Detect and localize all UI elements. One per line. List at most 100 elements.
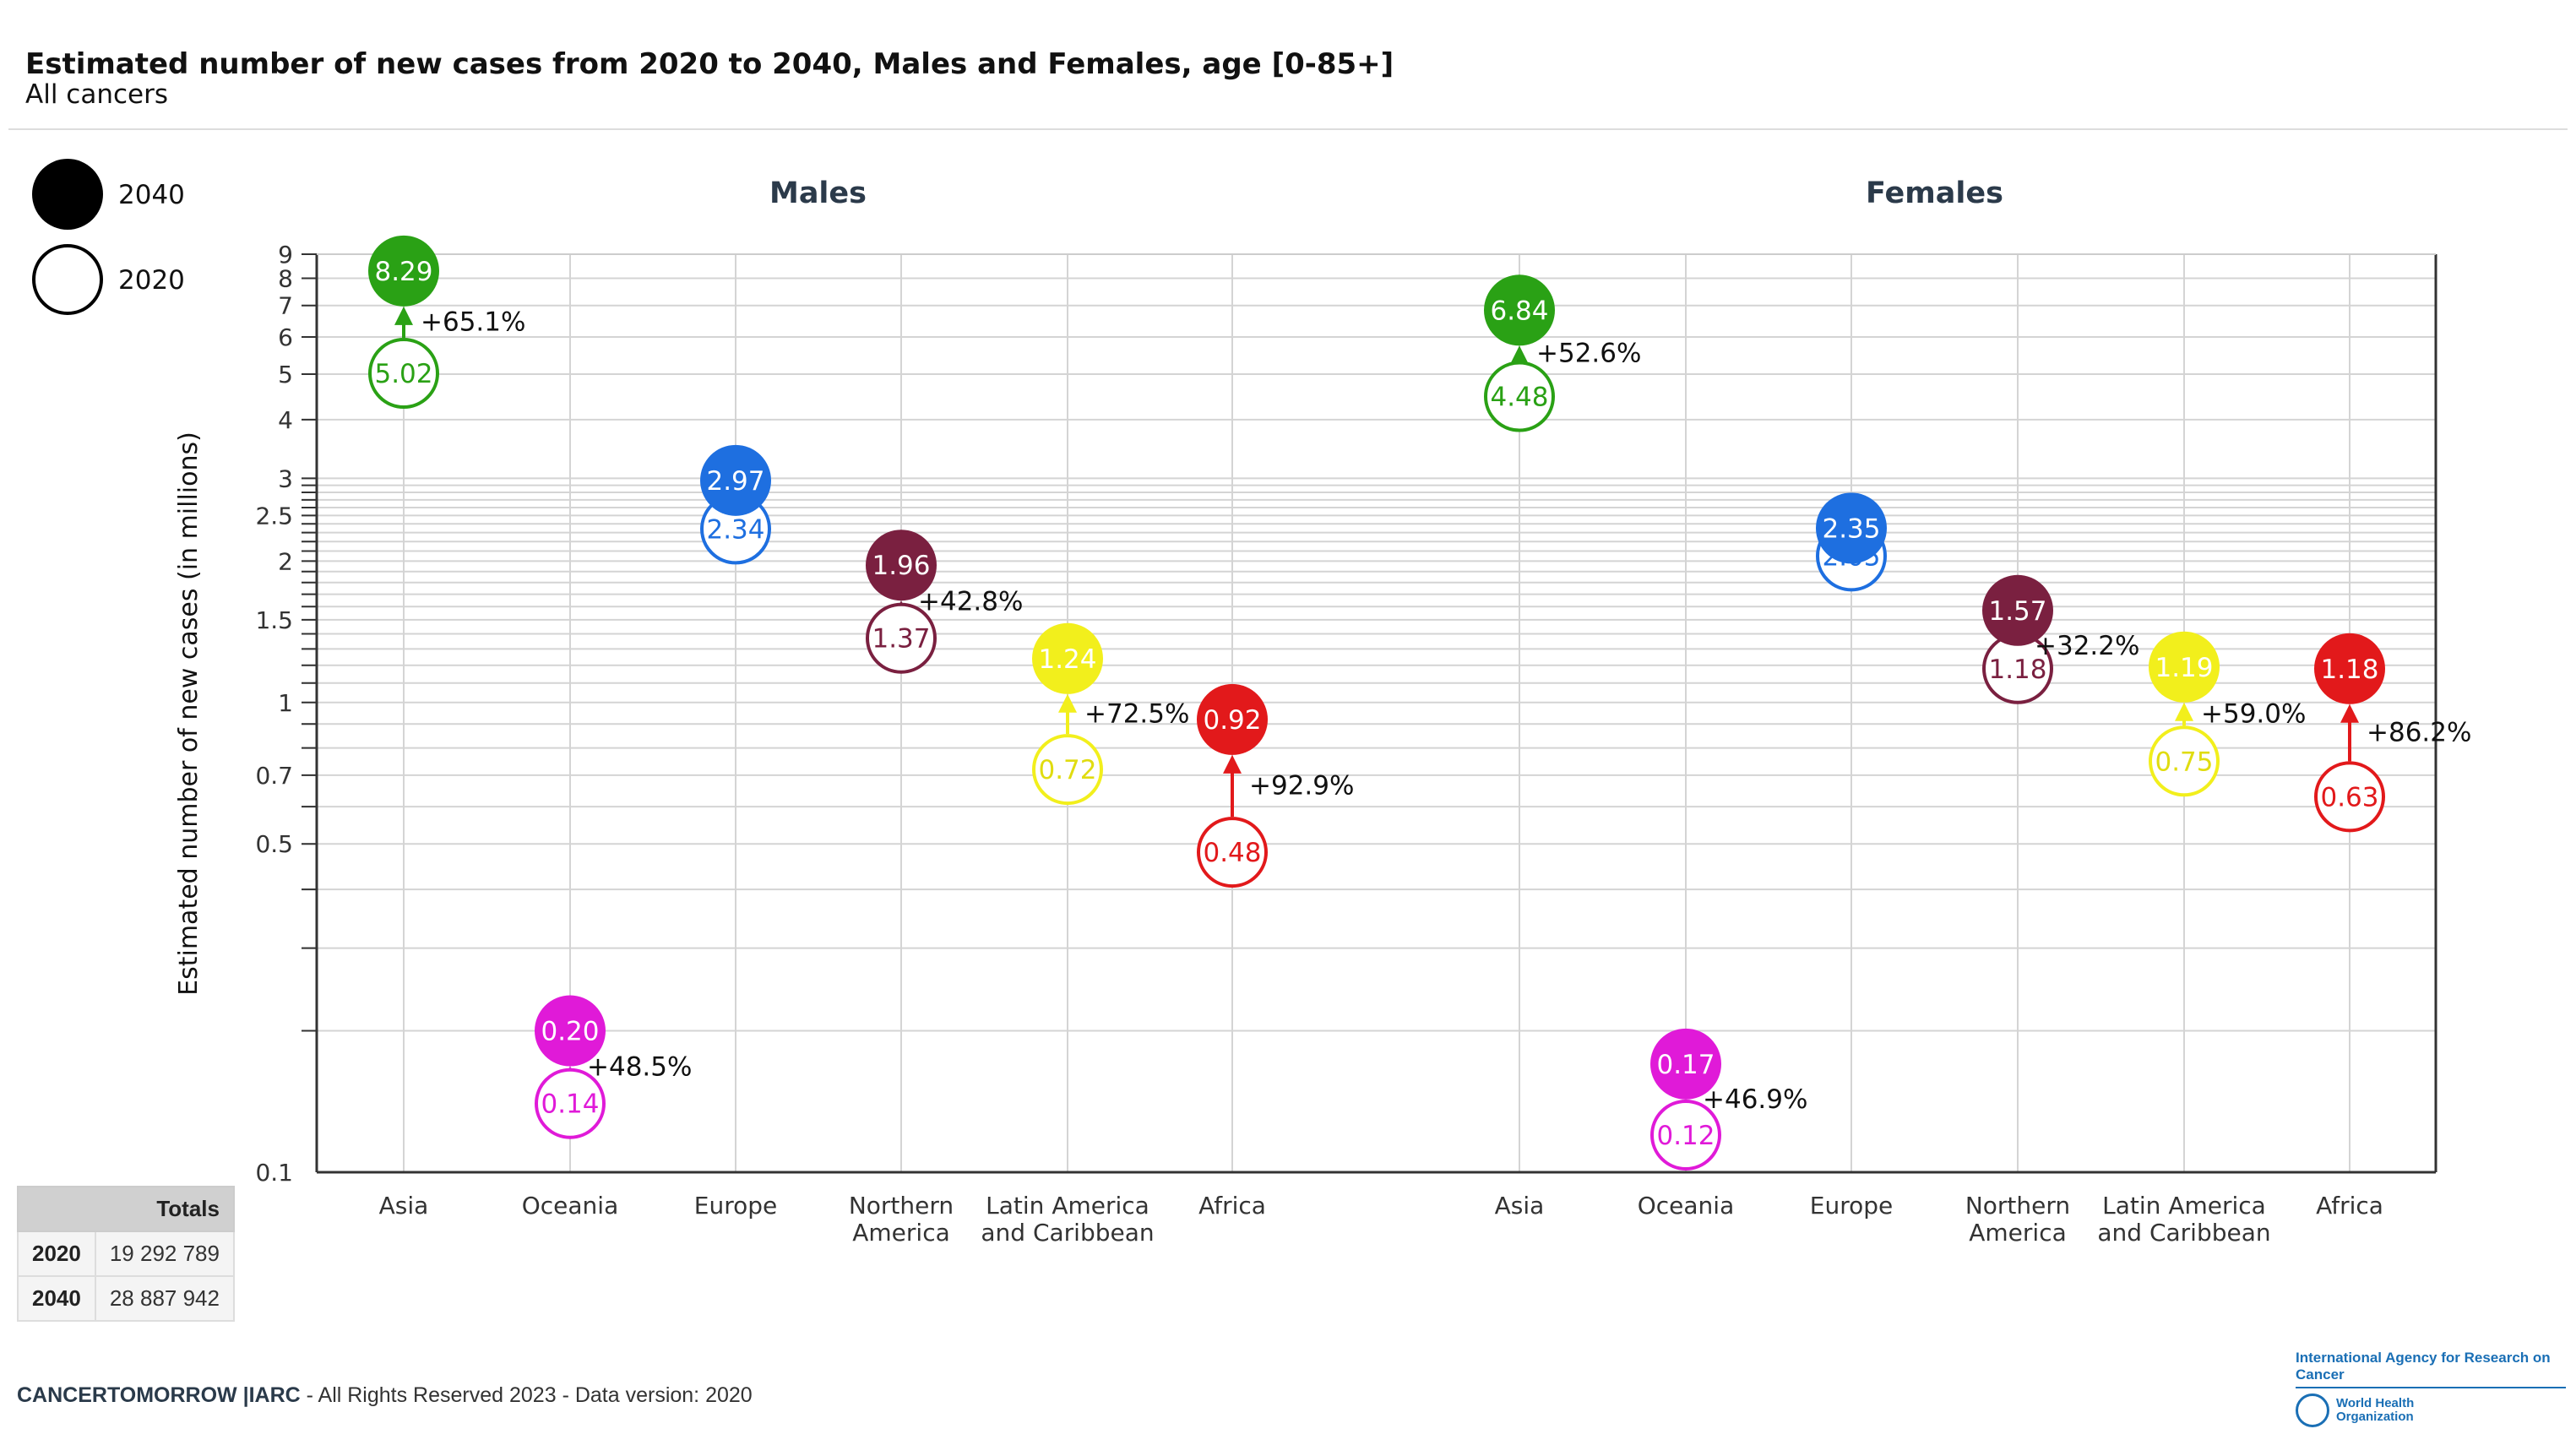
marker-2040 [2314,633,2385,704]
value-label-2020: 0.48 [1203,838,1261,868]
value-label-2040: 1.18 [2320,655,2378,685]
x-tick-label: Europe [1810,1192,1893,1220]
x-tick-label: Oceania [522,1192,619,1220]
footer-brand: CANCERTOMORROW |IARC [17,1383,301,1407]
value-label-2020: 1.37 [872,624,930,655]
x-tick-label: Northern [849,1192,954,1220]
marker-2020 [2314,761,2385,833]
marker-2040 [700,444,771,516]
marker-2020 [1650,1099,1721,1171]
x-tick-label: America [852,1219,950,1247]
marker-2040 [1982,574,2053,646]
y-axis-label: Estimated number of new cases (in millio… [174,432,204,996]
y-tick-label: 0.7 [255,762,293,790]
y-tick-label: 5 [278,361,293,388]
value-label-2040: 8.29 [374,257,432,287]
change-arrow-head [394,306,413,325]
value-label-2020: 0.63 [2320,782,2378,812]
totals-year: 2040 [17,1275,96,1322]
footer: CANCERTOMORROW |IARC - All Rights Reserv… [17,1383,753,1408]
legend-label-2020: 2020 [118,265,185,296]
y-tick-label: 3 [278,465,293,492]
value-label-2020: 2.34 [706,514,764,545]
totals-value: 19 292 789 [94,1231,235,1277]
marker-2020 [1032,734,1103,806]
marker-2020 [1484,361,1555,432]
value-label-2020: 0.72 [1038,755,1096,785]
x-tick-label: Europe [694,1192,777,1220]
change-label: +86.2% [2367,718,2471,748]
marker-2020 [1197,817,1268,888]
totals-table: Totals 2020 19 292 789 2040 28 887 942 [17,1186,235,1322]
marker-2040 [368,235,439,307]
footer-text: - All Rights Reserved 2023 - Data versio… [300,1383,753,1407]
y-tick-label: 4 [278,406,293,434]
marker-2020 [368,338,439,410]
y-tick-label: 8 [278,264,293,292]
value-label-2020: 0.14 [541,1089,599,1120]
marker-2040 [535,995,606,1067]
y-tick-label: 0.1 [255,1159,293,1187]
change-label: +52.6% [1536,338,1641,368]
value-label-2040: 6.84 [1490,296,1548,326]
change-label: +59.0% [2201,699,2306,730]
totals-value: 28 887 942 [94,1275,235,1322]
totals-year: 2020 [17,1231,96,1277]
panel-title: Females [1866,177,2003,210]
y-tick-label: 9 [278,241,293,269]
value-label-2040: 2.35 [1822,513,1880,544]
y-tick-label: 6 [278,323,293,351]
x-tick-label: Northern [1965,1192,2070,1220]
value-label-2020: 4.48 [1490,383,1548,413]
change-label: +32.2% [2035,631,2139,661]
change-arrow-head [2340,704,2359,723]
change-label: +42.8% [918,586,1023,617]
y-tick-label: 2.5 [255,502,293,530]
value-label-2040: 1.57 [1988,596,2046,627]
marker-2040 [1816,492,1887,564]
value-label-2020: 1.18 [1988,655,2046,685]
legend-label-2040: 2040 [118,180,185,210]
change-label: +65.1% [421,307,525,337]
change-arrow-head [1058,693,1077,713]
marker-2020 [866,602,937,674]
x-tick-label: Latin America [986,1192,1149,1220]
chart-subtitle: All cancers [25,79,168,110]
legend: 2040 2020 [32,159,185,315]
value-label-2040: 2.97 [706,466,764,497]
y-tick-label: 7 [278,292,293,320]
y-tick-label: 2 [278,547,293,575]
y-tick-label: 1 [278,689,293,717]
x-tick-label: America [1969,1219,2067,1247]
marker-2040 [1484,274,1555,346]
value-label-2020: 0.75 [2155,747,2213,777]
value-label-2020: 0.12 [1656,1121,1715,1151]
x-tick-label: and Caribbean [2097,1219,2270,1247]
change-label: +92.9% [1249,770,1354,801]
change-label: +72.5% [1084,698,1189,729]
y-tick-label: 1.5 [255,606,293,634]
table-row: 2040 28 887 942 [17,1275,235,1322]
marker-2020 [535,1068,606,1139]
x-tick-label: Africa [1198,1192,1266,1220]
x-tick-label: Latin America [2102,1192,2266,1220]
logo-iarc: International Agency for Research on Can… [2296,1350,2566,1388]
y-tick-label: 0.5 [255,830,293,858]
totals-header: Totals [17,1186,235,1232]
value-label-2040: 0.17 [1656,1050,1715,1080]
change-label: +48.5% [587,1052,692,1083]
marker-2040 [1197,683,1268,755]
logo-who: World Health Organization [2336,1396,2415,1424]
x-tick-label: Asia [379,1192,429,1220]
value-label-2040: 1.96 [872,551,930,581]
legend-marker-2020 [32,244,103,315]
marker-2040 [1032,622,1103,694]
marker-2040 [2149,631,2220,703]
change-arrow-head [1223,754,1242,774]
divider [8,128,2568,130]
who-globe-icon [2296,1394,2329,1427]
x-tick-label: Asia [1495,1192,1545,1220]
value-label-2040: 0.20 [541,1017,599,1047]
value-label-2040: 0.92 [1203,705,1261,736]
